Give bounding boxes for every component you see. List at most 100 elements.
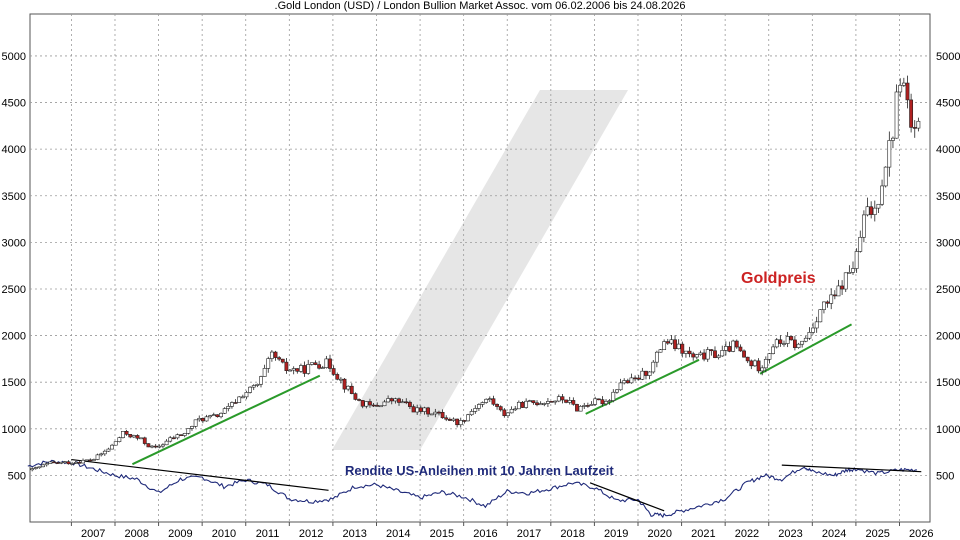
candle-body bbox=[426, 407, 430, 415]
candle-body bbox=[418, 407, 423, 412]
y-tick-label: 2500 bbox=[2, 284, 26, 296]
candle-body bbox=[393, 398, 398, 402]
x-tick-label: 2014 bbox=[386, 528, 410, 540]
candle-body bbox=[676, 343, 681, 350]
candle-body bbox=[564, 399, 568, 403]
candle-body bbox=[128, 434, 133, 438]
candle-body bbox=[81, 459, 85, 464]
gold-candles bbox=[30, 75, 921, 472]
candle-body bbox=[328, 358, 332, 369]
candle-body bbox=[738, 346, 743, 352]
candle-body bbox=[295, 368, 300, 372]
x-tick-label: 2016 bbox=[473, 528, 497, 540]
y-tick-label: 4000 bbox=[2, 144, 26, 156]
x-tick-label: 2020 bbox=[648, 528, 672, 540]
y-tick-label: 1000 bbox=[2, 424, 26, 436]
candle-body bbox=[894, 91, 899, 139]
candle-body bbox=[654, 351, 659, 363]
candle-body bbox=[386, 398, 391, 403]
candle-body bbox=[531, 400, 536, 404]
candle-body bbox=[95, 454, 100, 460]
x-tick-label: 2010 bbox=[212, 528, 236, 540]
candle-body bbox=[349, 385, 354, 394]
candle-body bbox=[84, 459, 89, 462]
candle-body bbox=[444, 417, 449, 420]
candle-body bbox=[368, 401, 372, 406]
y-tick-label-right: 4500 bbox=[936, 98, 960, 110]
candle-body bbox=[164, 440, 169, 446]
candle-body bbox=[880, 185, 884, 205]
candle-body bbox=[342, 378, 347, 390]
watermark-logo bbox=[332, 90, 628, 450]
candle-body bbox=[113, 441, 118, 446]
candle-body bbox=[251, 385, 256, 388]
candle-body bbox=[168, 437, 173, 442]
x-tick-label: 2021 bbox=[691, 528, 715, 540]
candle-body bbox=[309, 362, 314, 365]
y-tick-label-right: 2500 bbox=[936, 284, 960, 296]
y-tick-label-right: 1500 bbox=[936, 377, 960, 389]
candle-body bbox=[596, 398, 601, 401]
gold-trendline bbox=[759, 323, 853, 375]
candle-body bbox=[753, 360, 757, 367]
candle-body bbox=[840, 285, 845, 290]
yield-trendline bbox=[781, 464, 922, 473]
candle-body bbox=[102, 450, 107, 455]
candle-body bbox=[408, 401, 412, 407]
candle-body bbox=[288, 369, 292, 372]
candle-body bbox=[106, 448, 111, 452]
candle-body bbox=[822, 301, 826, 310]
y-tick-label: 3000 bbox=[2, 237, 26, 249]
candle-body bbox=[644, 370, 648, 376]
candle-body bbox=[161, 444, 165, 447]
candle-body bbox=[513, 408, 518, 411]
candle-body bbox=[687, 350, 692, 355]
candle-body bbox=[491, 398, 496, 405]
y-tick-label-right: 500 bbox=[936, 470, 954, 482]
candle-body bbox=[546, 401, 550, 404]
candle-body bbox=[179, 434, 183, 436]
candle-body bbox=[858, 236, 863, 252]
candle-body bbox=[767, 353, 772, 360]
yield-series-label: Rendite US-Anleihen mit 10 Jahren Laufze… bbox=[345, 463, 614, 478]
candle-body bbox=[622, 380, 627, 384]
x-tick-label: 2024 bbox=[822, 528, 846, 540]
y-tick-label: 5000 bbox=[2, 51, 26, 63]
candle-body bbox=[280, 358, 285, 363]
candle-body bbox=[847, 272, 852, 274]
candle-body bbox=[124, 431, 129, 435]
candle-body bbox=[244, 392, 249, 398]
candle-body bbox=[204, 416, 209, 422]
candle-body bbox=[477, 404, 481, 409]
candle-body bbox=[451, 418, 456, 421]
candle-body bbox=[411, 406, 416, 413]
candle-body bbox=[709, 349, 714, 352]
candle-body bbox=[782, 343, 786, 345]
candle-body bbox=[273, 351, 278, 358]
candle-body bbox=[226, 406, 231, 409]
candle-body bbox=[389, 398, 394, 402]
candle-body bbox=[99, 453, 104, 456]
candle-body bbox=[48, 461, 53, 464]
candle-body bbox=[763, 359, 768, 369]
candle-body bbox=[854, 251, 859, 269]
candle-body bbox=[317, 364, 322, 369]
candle-body bbox=[306, 364, 311, 374]
candle-body bbox=[44, 463, 49, 466]
candle-body bbox=[110, 444, 114, 450]
candle-body bbox=[891, 137, 895, 141]
candle-body bbox=[455, 418, 460, 426]
candle-body bbox=[887, 140, 892, 168]
candle-body bbox=[331, 368, 336, 375]
candle-body bbox=[535, 402, 539, 406]
candle-body bbox=[375, 405, 380, 407]
candle-body bbox=[553, 400, 558, 403]
candle-body bbox=[727, 346, 732, 352]
candle-body bbox=[509, 409, 514, 414]
candle-body bbox=[771, 346, 775, 354]
candle-body bbox=[230, 402, 234, 407]
y-tick-label-right: 3000 bbox=[936, 237, 960, 249]
candle-body bbox=[186, 428, 191, 434]
candle-body bbox=[800, 340, 805, 345]
candle-body bbox=[190, 426, 194, 429]
